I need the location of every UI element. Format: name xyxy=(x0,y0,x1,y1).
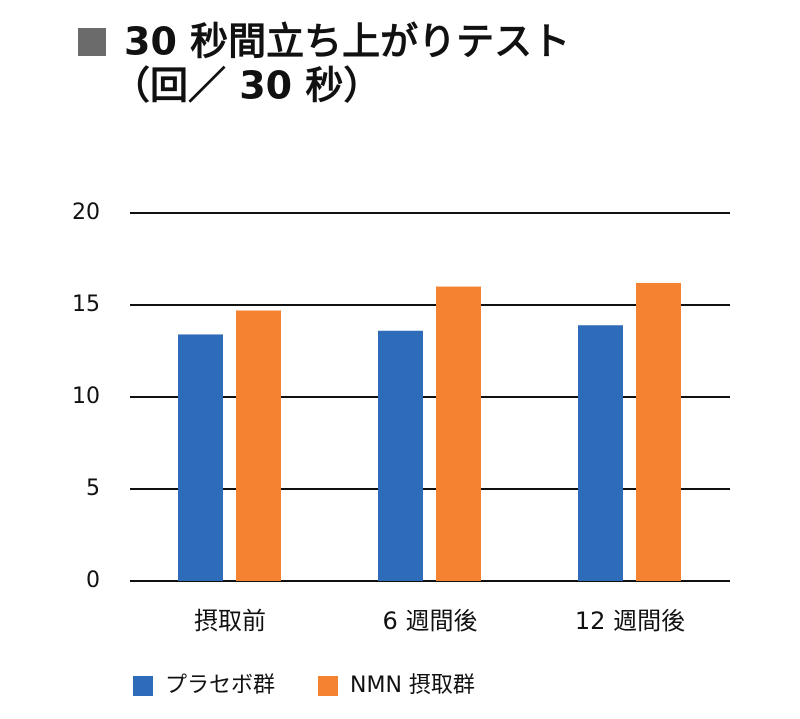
y-tick-label: 0 xyxy=(86,568,100,593)
title-marker xyxy=(78,28,106,56)
y-tick-label: 10 xyxy=(72,384,100,409)
bar xyxy=(178,334,223,581)
legend-label: プラセボ群 xyxy=(165,673,275,698)
bar xyxy=(636,282,681,581)
chart-subtitle: （回／ 30 秒） xyxy=(112,64,381,108)
y-tick-label: 20 xyxy=(72,200,100,225)
y-tick-label: 15 xyxy=(72,292,100,317)
y-tick-label: 5 xyxy=(86,476,100,501)
legend-swatch xyxy=(318,676,338,696)
chart-title: 30 秒間立ち上がりテスト xyxy=(124,20,570,64)
x-tick-label: 摂取前 xyxy=(194,607,266,635)
bar xyxy=(436,286,481,581)
x-tick-label: 12 週間後 xyxy=(575,607,685,635)
bar xyxy=(236,310,281,581)
bar xyxy=(378,330,423,581)
legend-swatch xyxy=(133,676,153,696)
bar xyxy=(578,325,623,581)
legend-label: NMN 摂取群 xyxy=(350,673,475,698)
x-tick-label: 6 週間後 xyxy=(383,607,478,635)
